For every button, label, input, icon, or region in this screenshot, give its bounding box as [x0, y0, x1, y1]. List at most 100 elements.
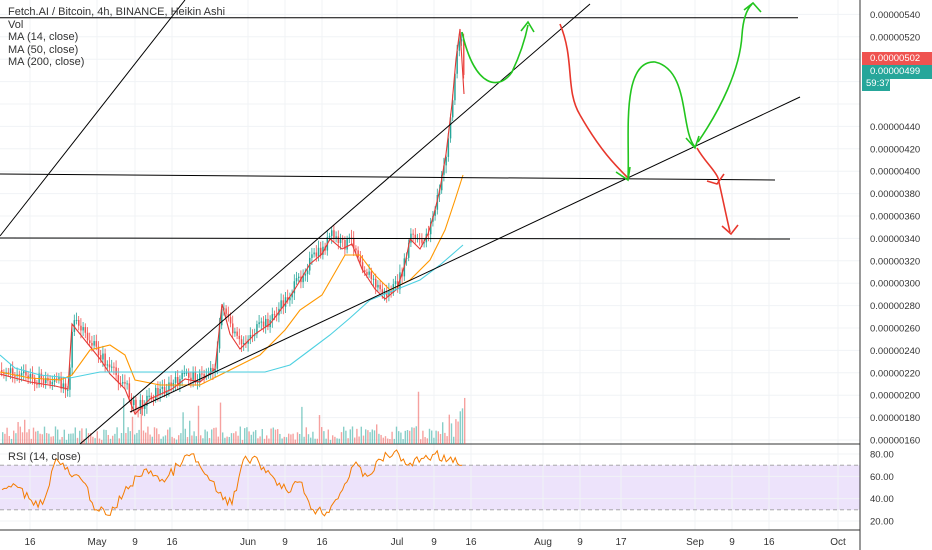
volume-bar — [437, 431, 439, 444]
chart-legend: Fetch.AI / Bitcoin, 4h, BINANCE, Heikin … — [8, 6, 225, 69]
candle-body — [100, 355, 102, 360]
candle-body — [221, 309, 223, 326]
candle-body — [236, 331, 238, 336]
volume-bar — [261, 429, 263, 444]
candle-body — [322, 246, 324, 255]
volume-bar — [208, 438, 211, 444]
candle-body — [372, 278, 375, 280]
candle-body — [311, 254, 313, 258]
volume-bar — [228, 436, 230, 444]
candle-body — [262, 321, 265, 327]
candle-body — [271, 314, 274, 321]
candle-body — [155, 387, 157, 399]
candle-body — [317, 247, 320, 257]
volume-bar — [272, 427, 274, 444]
candle-body — [251, 335, 254, 337]
volume-bar — [24, 419, 26, 444]
candle-body — [214, 368, 216, 373]
candle-body — [7, 372, 10, 374]
volume-bar — [114, 433, 116, 444]
volume-bar — [415, 426, 417, 444]
countdown-badge: 59:37 — [862, 77, 890, 91]
candle-body — [460, 39, 463, 42]
price-tick-label: 0.00000520 — [870, 32, 920, 43]
candle-body — [447, 138, 450, 157]
volume-bar — [180, 433, 182, 444]
volume-bar — [54, 426, 57, 444]
volume-bar — [118, 438, 120, 444]
volume-bar — [263, 438, 266, 444]
volume-bar — [268, 438, 270, 444]
volume-bar — [37, 430, 39, 444]
time-tick-label: 9 — [729, 537, 735, 548]
volume-bar — [241, 439, 244, 444]
volume-bar — [354, 437, 356, 444]
volume-bar — [391, 431, 393, 444]
volume-bar — [112, 435, 114, 444]
candle-body — [232, 323, 234, 334]
volume-bar — [435, 430, 437, 444]
candle-body — [201, 373, 203, 375]
volume-bar — [217, 436, 219, 444]
volume-bar — [285, 437, 288, 444]
volume-bar — [318, 415, 321, 444]
volume-bar — [72, 433, 74, 444]
time-tick-label: 16 — [465, 537, 477, 548]
candle-body — [412, 233, 414, 235]
candle-body — [359, 257, 362, 263]
volume-bar — [224, 437, 226, 444]
volume-bar — [446, 436, 448, 444]
candle-body — [84, 327, 87, 333]
volume-bar — [312, 431, 314, 444]
volume-bar — [39, 433, 41, 444]
volume-bar — [450, 423, 453, 444]
volume-bar — [398, 431, 400, 444]
candle-body — [163, 386, 166, 394]
volume-bar — [171, 436, 173, 444]
rsi-label: RSI (14, close) — [8, 451, 81, 463]
candle-body — [295, 278, 298, 282]
volume-bar — [2, 432, 4, 444]
candle-body — [298, 276, 300, 279]
volume-bar — [316, 438, 318, 444]
volume-bar — [182, 412, 184, 444]
volume-bar — [358, 436, 360, 444]
candle-body — [287, 297, 289, 301]
time-tick-label: 9 — [431, 537, 437, 548]
candle-body — [199, 373, 201, 382]
volume-bar — [340, 432, 343, 444]
time-tick-label: 9 — [577, 537, 583, 548]
volume-bar — [211, 429, 213, 444]
candle-body — [430, 221, 432, 235]
volume-bar — [142, 430, 145, 444]
candle-body — [174, 376, 177, 383]
candle-body — [194, 371, 197, 383]
candle-body — [53, 378, 56, 382]
candle-body — [346, 239, 348, 250]
projection-green-1 — [461, 24, 529, 84]
candle-body — [234, 331, 236, 334]
projection-red-2-mid-arrow — [706, 173, 725, 185]
candle-body — [267, 318, 269, 328]
projection-green-2 — [627, 61, 696, 179]
candle-body — [344, 239, 346, 250]
volume-bar — [380, 434, 382, 444]
candle-body — [102, 353, 104, 360]
volume-bar — [79, 430, 81, 444]
projection-green-3 — [697, 3, 753, 143]
candle-body — [273, 314, 276, 316]
volume-bar — [28, 429, 30, 444]
volume-bar — [252, 431, 255, 444]
candle-body — [357, 250, 359, 258]
volume-bar — [299, 433, 301, 444]
candle-body — [427, 233, 430, 235]
volume-bar — [279, 433, 281, 444]
candle-body — [381, 289, 384, 294]
candle-body — [62, 383, 65, 389]
volume-bar — [327, 429, 329, 444]
volume-bar — [173, 438, 175, 444]
candle-body — [91, 342, 93, 346]
projection-green-3-arrow — [743, 1, 762, 13]
time-tick-label: Oct — [830, 537, 846, 548]
